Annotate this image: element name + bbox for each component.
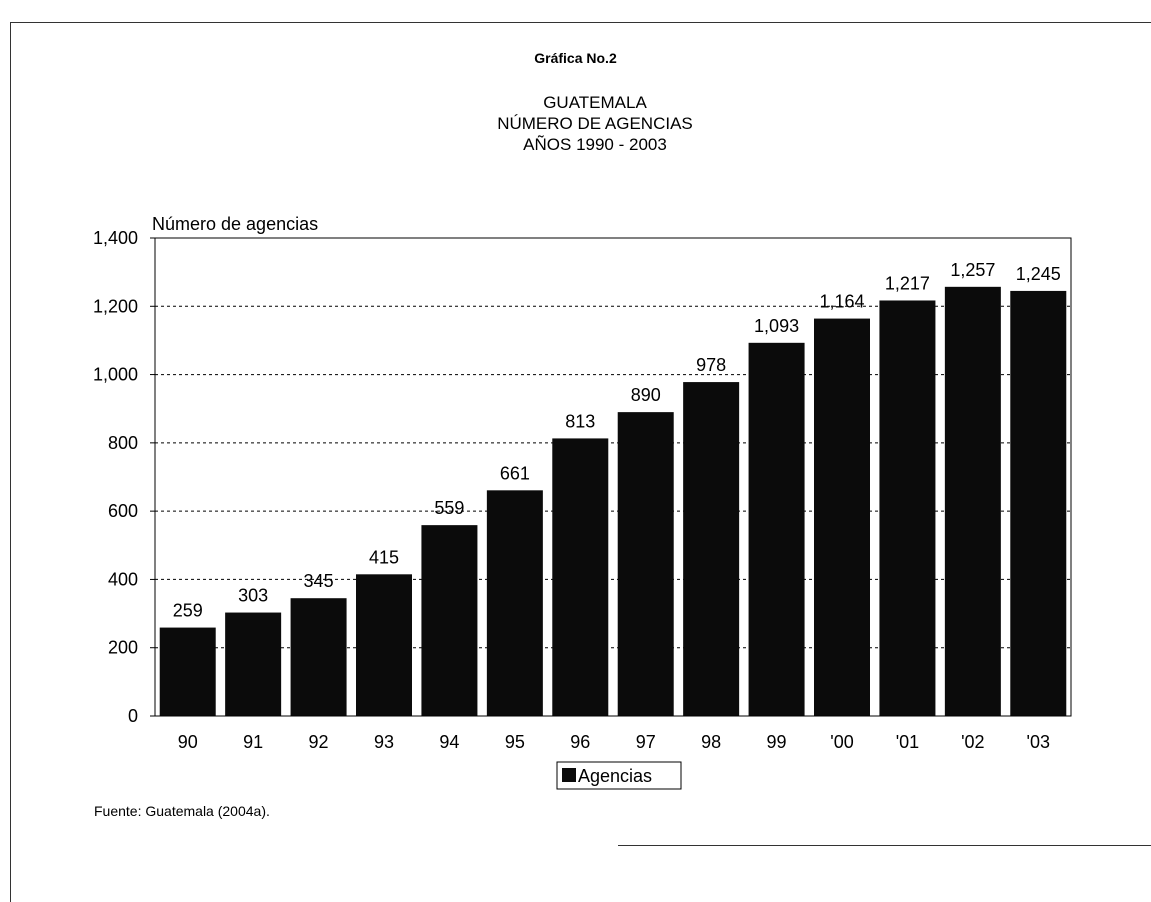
bar-value-label: 303 xyxy=(238,586,268,606)
y-tick-label: 400 xyxy=(108,569,138,589)
bar-value-label: 978 xyxy=(696,355,726,375)
bar xyxy=(748,342,805,716)
y-tick-label: 1,000 xyxy=(93,365,138,385)
figure-frame xyxy=(10,22,1151,902)
x-tick-label: 96 xyxy=(570,732,590,752)
bar xyxy=(225,612,282,716)
bar xyxy=(1010,290,1067,716)
chart-title-line-1: GUATEMALA xyxy=(543,93,647,112)
axes xyxy=(150,237,1072,717)
bar-value-label: 259 xyxy=(173,601,203,621)
bar-chart: Número de agencias 0 200 400 600 800 1,000 1,2… xyxy=(93,214,1072,790)
x-tick-label: 91 xyxy=(243,732,263,752)
bottom-rule xyxy=(618,845,1151,846)
bar xyxy=(159,627,216,716)
bar-value-label: 1,164 xyxy=(819,292,864,312)
bar-value-label: 661 xyxy=(500,463,530,483)
x-tick-label: 98 xyxy=(701,732,721,752)
y-tick-label: 0 xyxy=(128,706,138,726)
y-axis-title: Número de agencias xyxy=(152,214,318,234)
bar-value-label: 559 xyxy=(434,498,464,518)
bar xyxy=(552,438,609,716)
x-tick-label: 93 xyxy=(374,732,394,752)
x-tick-label: 92 xyxy=(309,732,329,752)
x-tick-label: '03 xyxy=(1027,732,1050,752)
x-tick-label: '00 xyxy=(830,732,853,752)
x-tick-label: 99 xyxy=(767,732,787,752)
legend-label: Agencias xyxy=(578,766,652,786)
x-tick-label: 94 xyxy=(439,732,459,752)
bar xyxy=(486,490,543,716)
y-tick-label: 1,400 xyxy=(93,228,138,248)
x-tick-label: 90 xyxy=(178,732,198,752)
bar xyxy=(944,286,1001,716)
bar xyxy=(356,574,412,716)
bar xyxy=(617,412,674,716)
bar-value-label: 813 xyxy=(565,411,595,431)
bar-value-label: 1,217 xyxy=(885,273,930,293)
chart-title-line-3: AÑOS 1990 - 2003 xyxy=(523,135,667,154)
y-tick-label: 600 xyxy=(108,501,138,521)
x-tick-label: 97 xyxy=(636,732,656,752)
bar-value-label: 1,245 xyxy=(1016,264,1061,284)
bar xyxy=(814,318,870,716)
figure-label: Gráfica No.2 xyxy=(534,50,617,66)
x-tick-labels: 90 91 92 93 94 95 96 97 98 99 '00 '01 '02 '03 xyxy=(178,732,1050,752)
bars xyxy=(159,286,1067,716)
bar xyxy=(421,525,478,716)
bar-value-label: 345 xyxy=(304,571,334,591)
x-tick-label: 95 xyxy=(505,732,525,752)
legend-swatch xyxy=(562,768,576,782)
bar-value-labels: 259 303 345 415 559 661 813 890 978 1,093 1,164 1,2… xyxy=(173,260,1061,621)
bar xyxy=(879,300,936,716)
chart-title-line-2: NÚMERO DE AGENCIAS xyxy=(497,114,693,133)
bar-value-label: 1,093 xyxy=(754,316,799,336)
y-tick-label: 200 xyxy=(108,638,138,658)
bar-value-label: 1,257 xyxy=(950,260,995,280)
x-tick-label: '01 xyxy=(896,732,919,752)
legend-box xyxy=(556,761,682,790)
source-note: Fuente: Guatemala (2004a). xyxy=(94,803,270,819)
plot-frame xyxy=(154,237,1072,717)
x-tick-label: '02 xyxy=(961,732,984,752)
bar xyxy=(683,382,740,716)
bar-value-label: 890 xyxy=(631,385,661,405)
bar xyxy=(290,598,347,716)
y-tick-label: 1,200 xyxy=(93,296,138,316)
y-tick-labels: 0 200 400 600 800 1,000 1,200 1,400 xyxy=(93,228,138,726)
legend: Agencias xyxy=(556,761,682,790)
bar-value-label: 415 xyxy=(369,547,399,567)
y-tick-label: 800 xyxy=(108,433,138,453)
